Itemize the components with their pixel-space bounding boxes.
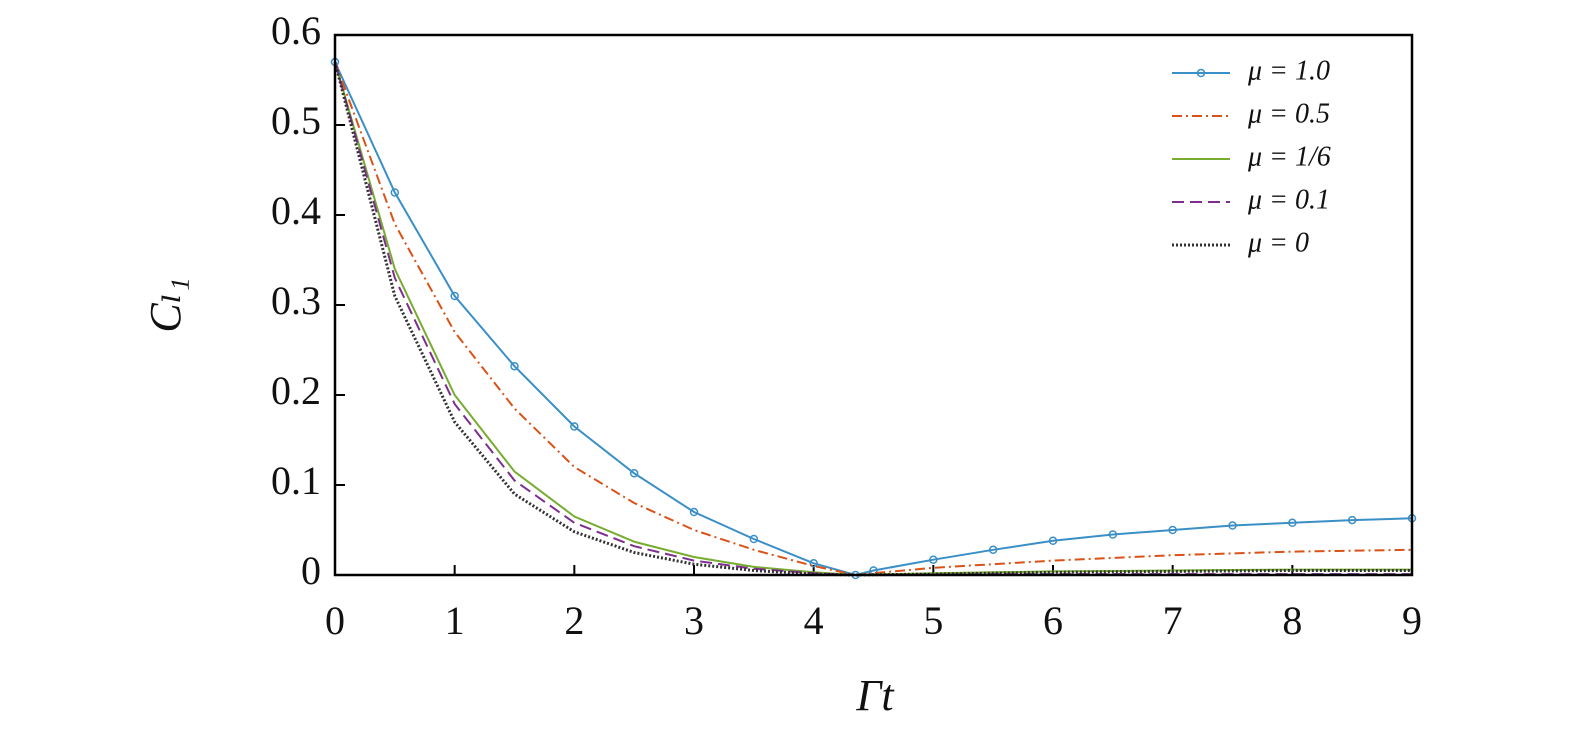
legend-label: μ = 0.1	[1247, 184, 1330, 215]
data-point	[1347, 515, 1357, 525]
x-axis-label: Γt	[855, 671, 895, 720]
x-tick-label: 1	[445, 598, 465, 643]
series-line	[334, 61, 1413, 577]
data-point	[570, 422, 579, 431]
data-point	[510, 361, 519, 371]
y-tick-label: 0.1	[271, 458, 321, 503]
legend-label: μ = 0	[1247, 227, 1309, 258]
data-point	[749, 534, 759, 544]
y-axis-label: Cₗ₁	[141, 277, 190, 332]
y-tick-label: 0	[301, 548, 321, 593]
x-tick-label: 3	[684, 598, 704, 643]
x-tick-label: 8	[1282, 598, 1302, 643]
series-line	[334, 61, 1412, 576]
data-point	[450, 291, 459, 301]
x-tick-label: 6	[1043, 598, 1063, 643]
x-tick-label: 9	[1402, 598, 1422, 643]
data-point	[809, 559, 818, 568]
legend-label: μ = 0.5	[1247, 98, 1330, 129]
data-point	[1108, 530, 1118, 539]
data-point	[629, 469, 639, 478]
x-tick-label: 7	[1163, 598, 1183, 643]
y-tick-label: 0.3	[271, 278, 321, 323]
x-tick-label: 5	[923, 598, 943, 643]
data-point	[929, 555, 938, 564]
y-tick-label: 0.6	[271, 8, 321, 53]
data-point	[390, 188, 400, 197]
y-tick-label: 0.4	[271, 188, 321, 233]
x-tick-label: 2	[564, 598, 584, 643]
data-point	[1168, 525, 1177, 535]
y-tick-label: 0.2	[271, 368, 321, 413]
x-tick-label: 0	[325, 598, 345, 643]
y-tick-label: 0.5	[271, 98, 321, 143]
data-point	[988, 545, 998, 555]
series-line	[334, 61, 1412, 577]
legend-marker	[1196, 68, 1206, 78]
data-point	[1288, 518, 1297, 528]
x-tick-label: 4	[804, 598, 824, 643]
data-point	[689, 507, 699, 517]
data-point	[1228, 521, 1237, 530]
legend-label: μ = 1/6	[1247, 141, 1331, 172]
series-line	[333, 61, 1412, 577]
series-line	[334, 61, 1413, 577]
plot-frame	[333, 33, 1414, 577]
data-point	[1048, 536, 1058, 546]
legend-label: μ = 1.0	[1247, 55, 1330, 86]
